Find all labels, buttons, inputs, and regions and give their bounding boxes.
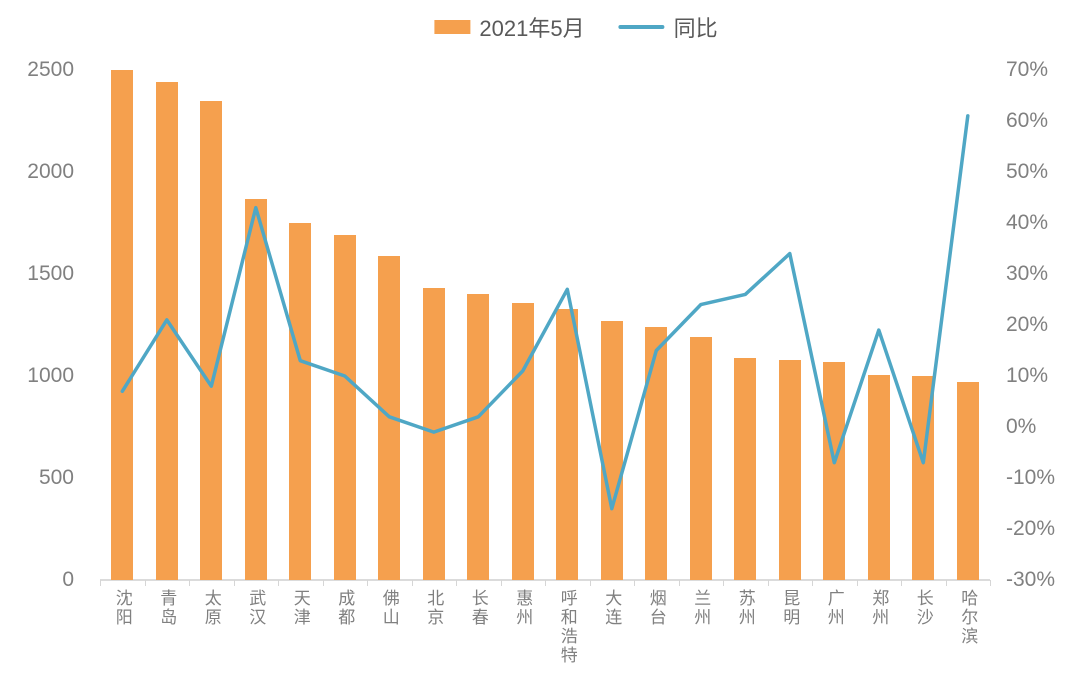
x-label-15: 昆明 bbox=[780, 589, 800, 627]
right-y-tick-label: 60% bbox=[1006, 109, 1049, 132]
x-label-19: 哈尔滨 bbox=[958, 589, 978, 646]
chart-legend: 2021年5月 同比 bbox=[434, 11, 718, 43]
legend-bar-label: 2021年5月 bbox=[479, 16, 585, 41]
x-axis-tick bbox=[634, 580, 635, 586]
right-y-tick-label: 30% bbox=[1006, 262, 1049, 285]
x-label-16: 广州 bbox=[824, 589, 844, 627]
bar-15 bbox=[778, 359, 801, 580]
x-label-0: 沈阳 bbox=[112, 589, 132, 627]
bar-5 bbox=[333, 235, 356, 580]
legend-item-bar-series[interactable]: 2021年5月 bbox=[434, 11, 585, 43]
left-y-axis: 0 500 1000 1500 2000 2500 bbox=[0, 58, 80, 591]
x-axis-tick bbox=[678, 580, 680, 586]
x-axis-tick bbox=[500, 580, 502, 586]
bar-0 bbox=[111, 70, 134, 580]
x-label-4: 天津 bbox=[290, 589, 310, 627]
right-y-tick-label: 50% bbox=[1006, 160, 1049, 183]
yoy-line bbox=[120, 114, 970, 511]
left-y-tick-label: 2000 bbox=[27, 160, 74, 183]
x-label-11: 大连 bbox=[602, 589, 622, 627]
x-axis-tick bbox=[367, 580, 368, 586]
left-y-tick-label: 0 bbox=[62, 568, 74, 591]
x-axis-tick bbox=[990, 580, 991, 586]
x-axis-tick bbox=[233, 580, 235, 586]
right-y-tick-label: 0% bbox=[1006, 415, 1037, 438]
x-label-6: 佛山 bbox=[379, 589, 399, 627]
right-y-tick-label: 40% bbox=[1006, 211, 1049, 234]
bar-11 bbox=[600, 320, 623, 580]
x-label-18: 长沙 bbox=[913, 589, 933, 627]
x-axis-tick bbox=[278, 580, 279, 586]
bar-8 bbox=[467, 294, 490, 580]
right-y-tick-label: 10% bbox=[1006, 364, 1049, 387]
x-label-7: 北京 bbox=[424, 589, 444, 627]
x-axis-tick bbox=[411, 580, 413, 586]
left-y-tick-label: 500 bbox=[38, 466, 74, 489]
legend-item-line-series[interactable]: 同比 bbox=[618, 11, 718, 43]
bar-series-swatch-icon bbox=[434, 20, 471, 34]
x-axis-tick bbox=[812, 580, 813, 586]
x-label-9: 惠州 bbox=[513, 589, 533, 627]
left-y-tick-label: 1000 bbox=[27, 364, 74, 387]
right-y-tick-label: 20% bbox=[1006, 313, 1049, 336]
x-axis-tick bbox=[100, 580, 101, 586]
bar-19 bbox=[956, 382, 979, 580]
x-label-17: 郑州 bbox=[869, 589, 889, 627]
line-series-swatch-icon bbox=[618, 25, 665, 29]
x-label-14: 苏州 bbox=[735, 589, 755, 627]
yoy-line-series bbox=[120, 114, 970, 511]
x-axis-tick bbox=[545, 580, 546, 586]
x-axis-tick bbox=[767, 580, 769, 586]
right-y-tick-label: -10% bbox=[1006, 466, 1056, 489]
right-y-tick-label: -30% bbox=[1006, 568, 1056, 591]
left-y-tick-label: 1500 bbox=[27, 262, 74, 285]
bar-12 bbox=[645, 327, 668, 580]
bar-2 bbox=[200, 100, 223, 580]
x-axis-tick bbox=[945, 580, 947, 586]
bar-9 bbox=[511, 302, 534, 580]
right-y-axis: -30% -20% -10% 0% 10% 20% 30% 40% 50% 60% 70% bbox=[1006, 58, 1080, 591]
legend-line-label: 同比 bbox=[673, 16, 718, 41]
x-axis-tick bbox=[901, 580, 902, 586]
x-label-13: 兰州 bbox=[691, 589, 711, 627]
x-axis-tick bbox=[723, 580, 724, 586]
x-axis-tick bbox=[189, 580, 190, 586]
x-label-8: 长春 bbox=[468, 589, 488, 627]
bar-10 bbox=[556, 308, 579, 580]
plot-area bbox=[100, 70, 991, 586]
x-label-12: 烟台 bbox=[646, 589, 666, 627]
bar-13 bbox=[689, 337, 712, 580]
bar-4 bbox=[289, 223, 312, 580]
right-y-tick-label: -20% bbox=[1006, 517, 1056, 540]
bar-3 bbox=[244, 198, 267, 580]
x-label-2: 太原 bbox=[201, 589, 221, 627]
left-y-tick-label: 2500 bbox=[27, 58, 74, 81]
x-axis: 沈阳 青岛 太原 武汉 天津 成都 佛山 北京 长春 惠州 呼和浩特 大连 烟台 兰州 苏州 昆明 广州 郑州 长沙… bbox=[100, 589, 990, 677]
bar-16 bbox=[823, 361, 846, 580]
x-label-10: 呼和浩特 bbox=[557, 589, 577, 665]
right-y-tick-label: 70% bbox=[1006, 58, 1049, 81]
x-label-5: 成都 bbox=[335, 589, 355, 627]
x-axis-tick bbox=[144, 580, 146, 586]
x-label-3: 武汉 bbox=[246, 589, 266, 627]
bar-17 bbox=[867, 374, 890, 580]
x-label-1: 青岛 bbox=[157, 589, 177, 627]
x-axis-tick bbox=[322, 580, 324, 586]
x-axis-tick bbox=[589, 580, 591, 586]
bar-7 bbox=[422, 288, 445, 580]
bar-1 bbox=[155, 82, 178, 580]
bar-14 bbox=[734, 357, 757, 580]
x-axis-tick bbox=[456, 580, 457, 586]
x-axis-tick bbox=[856, 580, 858, 586]
